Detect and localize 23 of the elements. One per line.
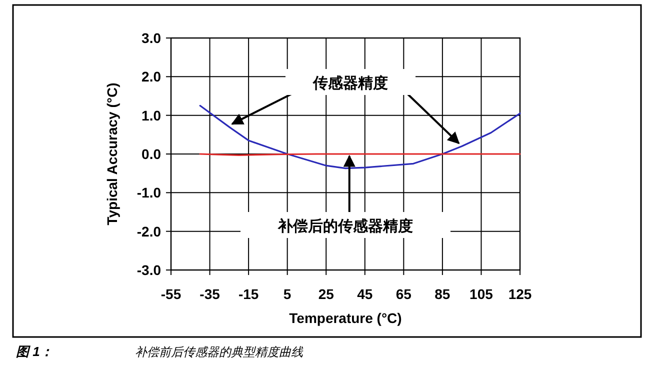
y-tick-label: -3.0 xyxy=(136,262,162,278)
y-tick-label: -1.0 xyxy=(136,184,162,201)
x-tick-label: 65 xyxy=(396,286,412,302)
y-axis-title: Typical Accuracy (°C) xyxy=(104,82,120,226)
y-tick-label: 2.0 xyxy=(142,68,162,85)
x-tick-label: 5 xyxy=(283,286,292,302)
text: 补偿前后传感器的典型精度曲线 xyxy=(135,345,304,359)
y-tick-label: 1.0 xyxy=(142,107,162,124)
x-axis-title: Temperature (°C) xyxy=(289,310,402,326)
y-tick-label: -2.0 xyxy=(136,223,162,240)
annotation: 补偿后的传感器精度 xyxy=(277,217,413,235)
caption: 图 1： xyxy=(16,344,53,359)
x-tick-label: 45 xyxy=(357,286,373,302)
y-tick-label: 3.0 xyxy=(142,30,162,46)
annotation: 传感器精度 xyxy=(312,74,388,92)
x-tick-label: -15 xyxy=(238,286,259,302)
x-tick-label: 105 xyxy=(470,286,494,302)
y-tick-label: 0.0 xyxy=(142,146,162,162)
x-tick-label: -55 xyxy=(160,286,182,302)
x-tick-label: 125 xyxy=(508,286,532,302)
x-tick-label: 85 xyxy=(434,286,450,302)
x-tick-label: 25 xyxy=(318,286,334,302)
x-tick-label: -35 xyxy=(200,286,220,302)
